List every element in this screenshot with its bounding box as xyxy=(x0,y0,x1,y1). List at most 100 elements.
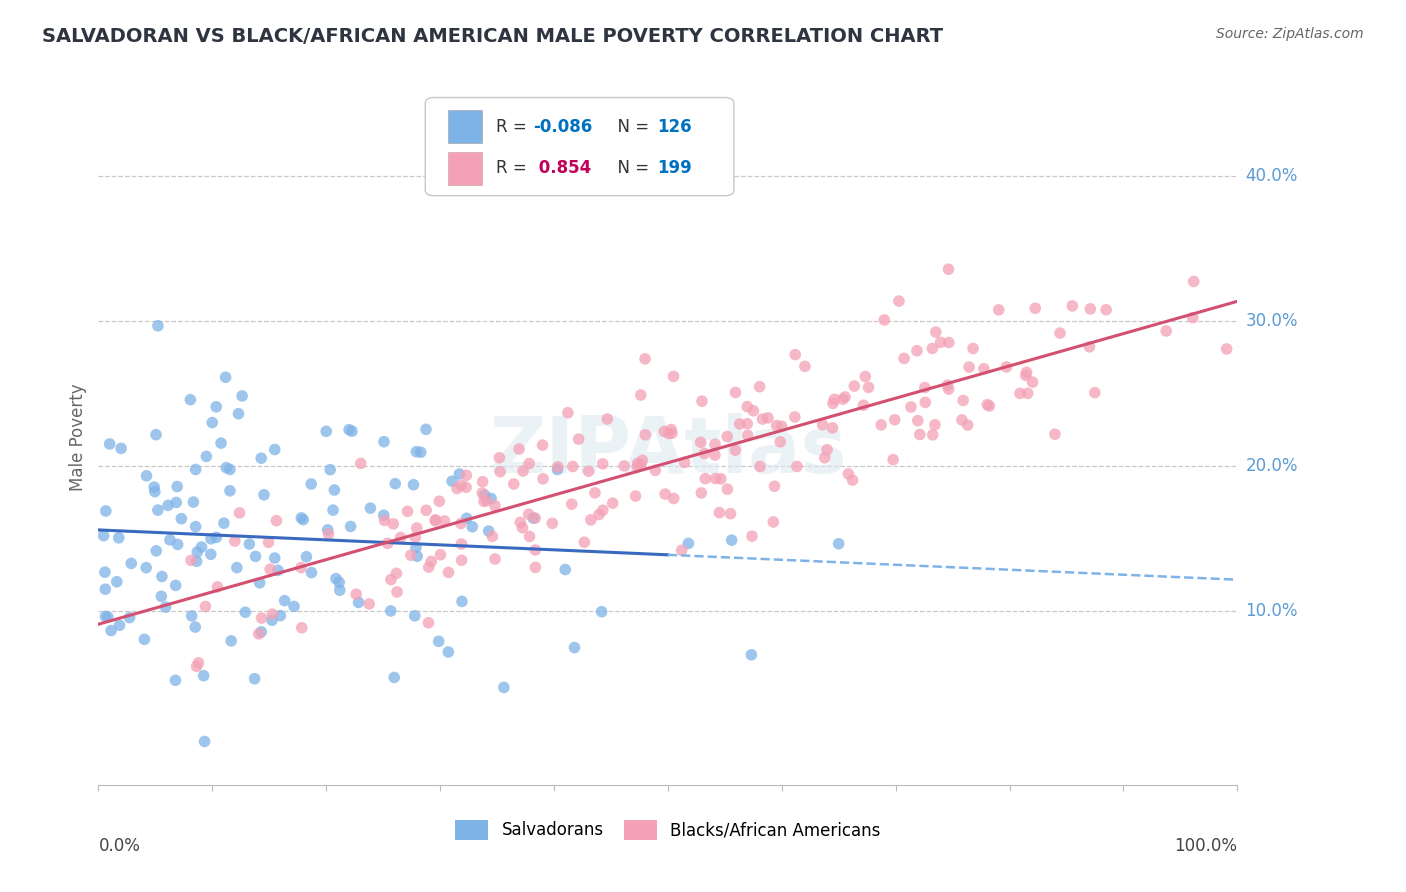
Point xyxy=(1008,386,1031,401)
Point xyxy=(165,578,187,592)
Point xyxy=(720,507,742,521)
Point xyxy=(925,325,948,339)
Point xyxy=(146,503,169,517)
Point xyxy=(630,388,652,402)
Point xyxy=(257,535,280,549)
Point xyxy=(786,459,808,474)
Text: R =: R = xyxy=(496,118,531,136)
Point xyxy=(742,403,765,417)
Point xyxy=(382,670,405,684)
Point xyxy=(561,459,583,474)
Point xyxy=(231,389,253,403)
Point xyxy=(193,668,215,682)
Point xyxy=(418,560,440,574)
Point xyxy=(508,442,530,456)
Point xyxy=(150,590,173,604)
Point xyxy=(283,599,305,614)
Point xyxy=(828,537,851,551)
Point xyxy=(644,463,666,477)
Point xyxy=(179,392,201,407)
Point xyxy=(471,475,494,489)
Point xyxy=(873,313,896,327)
Point xyxy=(263,442,285,457)
Point xyxy=(517,457,540,471)
Point xyxy=(183,495,205,509)
Point xyxy=(323,483,346,497)
Point xyxy=(404,530,426,544)
Point xyxy=(882,452,904,467)
Point xyxy=(973,361,995,376)
Point xyxy=(626,459,648,474)
Point xyxy=(399,548,422,562)
Point xyxy=(737,428,759,442)
Point xyxy=(146,318,169,333)
Point xyxy=(219,483,242,498)
Point xyxy=(887,294,910,309)
Point xyxy=(404,608,426,623)
Point xyxy=(228,506,250,520)
Point xyxy=(579,513,602,527)
Point xyxy=(450,478,472,492)
Point xyxy=(405,521,427,535)
Point xyxy=(184,519,207,533)
Point xyxy=(634,427,657,442)
Point xyxy=(200,532,222,546)
Point xyxy=(689,435,711,450)
Point xyxy=(373,508,395,523)
Point xyxy=(831,392,853,407)
Point xyxy=(844,379,866,393)
Point xyxy=(301,566,323,580)
Point xyxy=(654,487,676,501)
Point xyxy=(184,620,207,634)
Point xyxy=(94,609,117,624)
Point xyxy=(402,477,425,491)
Point xyxy=(631,453,654,467)
Point xyxy=(905,343,928,358)
Point xyxy=(908,427,931,442)
Point xyxy=(97,610,120,624)
Point xyxy=(385,566,408,581)
Point xyxy=(756,410,779,425)
Point xyxy=(1017,386,1039,401)
Point xyxy=(883,413,905,427)
Text: 40.0%: 40.0% xyxy=(1246,167,1298,186)
Point xyxy=(450,537,472,551)
Point xyxy=(409,445,432,459)
Point xyxy=(100,624,122,638)
Point xyxy=(184,462,207,476)
Point xyxy=(344,587,367,601)
Point xyxy=(1024,301,1046,316)
Point xyxy=(627,456,650,470)
Point xyxy=(384,476,406,491)
Point xyxy=(578,464,600,478)
Point xyxy=(186,659,208,673)
Point xyxy=(446,482,468,496)
Point xyxy=(437,645,460,659)
Point xyxy=(704,437,727,451)
Point xyxy=(165,673,187,688)
Point xyxy=(870,417,893,432)
Point xyxy=(250,611,273,625)
Point xyxy=(673,455,696,469)
Point xyxy=(1043,427,1066,442)
Point xyxy=(1154,324,1177,338)
Point xyxy=(1095,302,1118,317)
Point xyxy=(290,511,312,525)
Point xyxy=(207,580,229,594)
Point xyxy=(815,442,838,457)
Point xyxy=(107,531,129,545)
Point xyxy=(724,443,747,458)
Point xyxy=(524,543,547,558)
Point xyxy=(938,335,960,350)
Point xyxy=(524,511,547,525)
Point xyxy=(454,480,477,494)
Point xyxy=(135,468,157,483)
Point xyxy=(938,262,960,277)
Point xyxy=(900,400,922,414)
Point xyxy=(420,554,443,568)
Point xyxy=(110,442,132,456)
Point xyxy=(1078,301,1101,316)
Point xyxy=(531,438,554,452)
Point xyxy=(186,545,208,559)
Point xyxy=(938,382,960,396)
